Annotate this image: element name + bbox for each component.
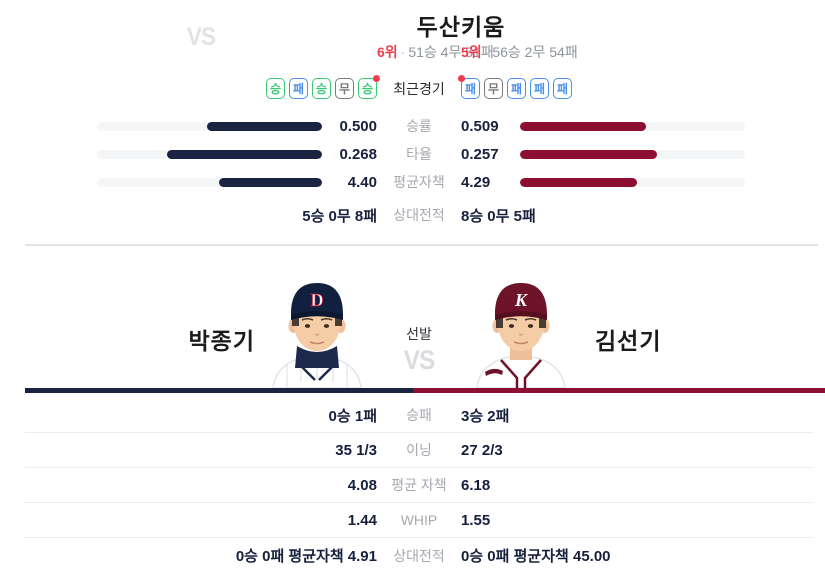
head-to-head-away: 8승 0무 5패 bbox=[461, 207, 536, 225]
stat-bar-track-home bbox=[97, 177, 322, 187]
stat-row-batting-avg: 0.268 타율 0.257 bbox=[25, 140, 813, 168]
recent-form-home: 승 패 승 무 승 bbox=[266, 75, 380, 99]
rank-separator: · bbox=[400, 44, 406, 60]
stat-value-home: 0.500 bbox=[339, 117, 377, 135]
starter-name-home: 박종기 bbox=[188, 328, 255, 354]
team-color-away bbox=[413, 388, 825, 393]
team-rank-home: 6위 bbox=[377, 44, 398, 60]
table-row: 35 1/3 이닝 27 2/3 bbox=[25, 433, 813, 468]
rank-separator: · bbox=[484, 44, 490, 60]
recent-form-away: 패 무 패 패 패 bbox=[458, 75, 572, 99]
stat-bar-track-home bbox=[97, 121, 322, 131]
stat-label: 타율 bbox=[406, 146, 432, 162]
team-record-home-text: 51승 4무 51패 bbox=[408, 44, 494, 60]
team-record-away: 5위 · 56승 2무 54패 bbox=[461, 42, 813, 63]
latest-game-dot bbox=[458, 75, 465, 82]
table-label: 승패 bbox=[406, 407, 432, 423]
stat-row-era: 4.40 평균자책 4.29 bbox=[25, 168, 813, 196]
recent-form-row: 승 패 승 무 승 최근경기 패 무 패 패 패 bbox=[25, 75, 813, 99]
table-value-home: 4.08 bbox=[347, 476, 377, 494]
stat-bar-fill-away bbox=[520, 177, 637, 187]
table-row: 4.08 평균 자책 6.18 bbox=[25, 468, 813, 503]
form-badge: 패 bbox=[289, 78, 308, 99]
table-label: 이닝 bbox=[406, 442, 432, 458]
form-badge: 패 bbox=[458, 75, 480, 99]
cap-letter-home: D bbox=[311, 290, 324, 310]
stat-label: 승률 bbox=[406, 118, 432, 134]
table-row: 0승 0패 평균자책 4.91 상대전적 0승 0패 평균자책 45.00 bbox=[25, 538, 813, 573]
form-badge: 패 bbox=[507, 78, 526, 99]
stat-row-winrate: 0.500 승률 0.509 bbox=[25, 112, 813, 140]
table-value-home: 0승 1패 bbox=[328, 407, 377, 425]
stat-bar-fill-home bbox=[166, 149, 322, 159]
table-row: 0승 1패 승패 3승 2패 bbox=[25, 398, 813, 433]
form-badge: 패 bbox=[553, 78, 572, 99]
starter-name-away: 김선기 bbox=[595, 328, 662, 354]
table-value-home: 35 1/3 bbox=[335, 441, 377, 459]
team-color-home bbox=[25, 388, 413, 393]
team-header-grid: 두산 VS 키움 6위 · 51승 4무 51패 5위 · 56승 2무 54패 bbox=[25, 12, 813, 63]
stat-bar-fill-home bbox=[207, 121, 322, 131]
stat-bar-track-away bbox=[520, 149, 745, 159]
table-value-away: 3승 2패 bbox=[461, 407, 510, 425]
table-label: 상대전적 bbox=[393, 547, 445, 564]
starter-section-label: 선발 bbox=[406, 326, 432, 342]
form-badge: 승 bbox=[312, 78, 331, 99]
team-rank-away: 5위 bbox=[461, 44, 482, 60]
stat-bar-track-home bbox=[97, 149, 322, 159]
stat-bar-fill-away bbox=[520, 149, 658, 159]
starters-grid: 박종기 D 선발 VS bbox=[25, 260, 813, 388]
table-row: 1.44 WHIP 1.55 bbox=[25, 503, 813, 538]
starters-center: 선발 VS bbox=[377, 260, 461, 388]
player-photo-home: D bbox=[272, 283, 362, 388]
team-name-home: 두산 bbox=[416, 14, 461, 40]
table-label: 평균 자책 bbox=[391, 477, 447, 493]
cap-letter-away: K bbox=[514, 290, 529, 310]
stat-bar-track-away bbox=[520, 121, 745, 131]
latest-game-dot bbox=[373, 75, 380, 82]
table-label: WHIP bbox=[400, 512, 438, 528]
table-value-home: 0승 0패 평균자책 4.91 bbox=[235, 548, 377, 565]
table-value-home: 1.44 bbox=[347, 511, 377, 529]
form-badge: 승 bbox=[358, 75, 380, 99]
table-value-away: 27 2/3 bbox=[461, 441, 503, 459]
recent-games-label: 최근경기 bbox=[393, 80, 445, 97]
head-to-head-home: 5승 0무 8패 bbox=[302, 207, 377, 225]
stat-value-home: 0.268 bbox=[339, 145, 377, 163]
team-stat-bars: 0.500 승률 0.509 0.268 타율 0.257 4.40 bbox=[25, 112, 813, 196]
table-value-away: 0승 0패 평균자책 45.00 bbox=[461, 548, 611, 565]
starters-vs-label: VS bbox=[403, 345, 436, 375]
head-to-head-label: 상대전적 bbox=[393, 207, 445, 223]
stat-value-away: 0.509 bbox=[461, 117, 499, 135]
stat-value-home: 4.40 bbox=[347, 173, 377, 191]
head-to-head-row: 5승 0무 8패 상대전적 8승 0무 5패 bbox=[25, 200, 813, 230]
team-name-away: 키움 bbox=[461, 14, 506, 40]
vs-label: VS bbox=[186, 23, 216, 51]
starter-stats-table: 0승 1패 승패 3승 2패 35 1/3 이닝 27 2/3 4.08 평균 … bbox=[0, 393, 825, 573]
team-record-away-text: 56승 2무 54패 bbox=[492, 44, 578, 60]
starters-section: 박종기 D 선발 VS bbox=[0, 260, 825, 388]
stat-bar-fill-away bbox=[520, 121, 646, 131]
form-badge: 패 bbox=[530, 78, 549, 99]
form-badge: 무 bbox=[484, 78, 503, 99]
player-photo-away: K bbox=[476, 283, 566, 388]
stat-bar-fill-home bbox=[218, 177, 322, 187]
table-value-away: 6.18 bbox=[461, 476, 491, 494]
team-color-divider bbox=[25, 388, 825, 393]
stat-value-away: 0.257 bbox=[461, 145, 499, 163]
matchup-header: 두산 VS 키움 6위 · 51승 4무 51패 5위 · 56승 2무 54패 승 패… bbox=[0, 0, 825, 230]
section-divider bbox=[25, 244, 818, 246]
table-value-away: 1.55 bbox=[461, 511, 491, 529]
team-record-home: 6위 · 51승 4무 51패 bbox=[377, 42, 494, 63]
form-badge: 승 bbox=[266, 78, 285, 99]
stat-value-away: 4.29 bbox=[461, 173, 491, 191]
stat-label: 평균자책 bbox=[393, 174, 445, 190]
form-badge: 무 bbox=[335, 78, 354, 99]
stat-bar-track-away bbox=[520, 177, 745, 187]
